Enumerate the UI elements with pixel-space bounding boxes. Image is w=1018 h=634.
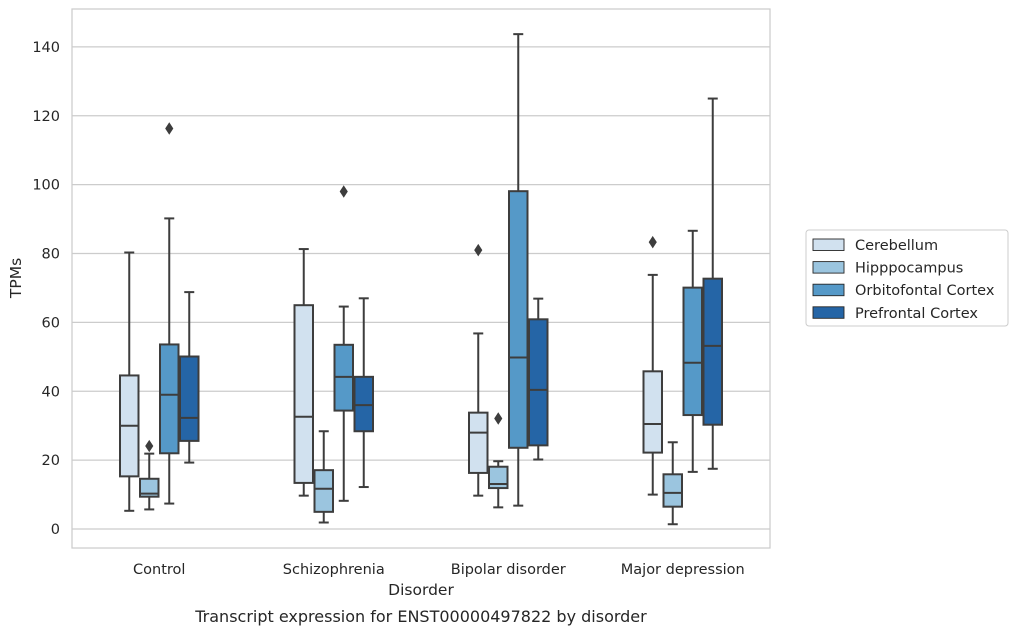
y-tick-label-140: 140 bbox=[32, 40, 60, 56]
iqr-box bbox=[702, 277, 723, 426]
box-hipppocampus-bipolar-disorder bbox=[488, 412, 509, 509]
legend-label: Cerebellum bbox=[855, 238, 938, 254]
box-cerebellum-schizophrenia bbox=[293, 248, 314, 497]
legend-swatch bbox=[812, 261, 845, 274]
y-tick-label-20: 20 bbox=[42, 453, 60, 469]
box-orbitofontal-cortex-schizophrenia bbox=[333, 185, 354, 502]
box-orbitofontal-cortex-bipolar-disorder bbox=[508, 33, 529, 507]
iqr-box bbox=[179, 355, 200, 442]
legend-swatch bbox=[812, 283, 845, 297]
outlier-point bbox=[474, 243, 483, 257]
x-axis-title: Disorder bbox=[388, 581, 454, 599]
x-tick-label-major-depression: Major depression bbox=[621, 562, 745, 578]
y-tick-label-0: 0 bbox=[51, 522, 60, 538]
y-tick-label-80: 80 bbox=[42, 247, 60, 263]
legend-label: Prefrontal Cortex bbox=[855, 306, 978, 322]
box-prefrontal-cortex-control bbox=[179, 291, 200, 464]
iqr-box bbox=[468, 411, 489, 474]
box-orbitofontal-cortex-control bbox=[159, 122, 180, 505]
legend-label: Orbitofontal Cortex bbox=[855, 283, 995, 299]
legend-item-cerebellum: Cerebellum bbox=[812, 238, 938, 254]
box-prefrontal-cortex-major-depression bbox=[702, 97, 723, 470]
y-tick-label-40: 40 bbox=[42, 384, 60, 400]
box-orbitofontal-cortex-major-depression bbox=[682, 229, 703, 473]
iqr-box bbox=[662, 473, 683, 508]
iqr-box bbox=[682, 286, 703, 417]
x-tick-label-bipolar-disorder: Bipolar disorder bbox=[451, 562, 566, 578]
outlier-point bbox=[494, 412, 503, 425]
legend-swatch bbox=[812, 306, 845, 319]
outlier-point bbox=[648, 235, 657, 249]
legend-label: Hipppocampus bbox=[855, 261, 963, 277]
iqr-box bbox=[139, 477, 160, 498]
iqr-box bbox=[293, 304, 314, 484]
figure-caption: Transcript expression for ENST0000049782… bbox=[194, 607, 647, 626]
y-tick-label-120: 120 bbox=[32, 109, 60, 125]
iqr-box bbox=[508, 190, 529, 449]
legend-item-orbitofontal-cortex: Orbitofontal Cortex bbox=[812, 283, 995, 299]
y-axis-title: TPMs bbox=[7, 258, 25, 299]
boxes bbox=[119, 33, 723, 526]
box-prefrontal-cortex-schizophrenia bbox=[353, 297, 374, 489]
x-tick-label-control: Control bbox=[133, 562, 185, 578]
box-hipppocampus-control bbox=[139, 439, 160, 511]
box-hipppocampus-schizophrenia bbox=[313, 430, 334, 524]
iqr-box bbox=[313, 469, 334, 513]
iqr-box bbox=[488, 465, 509, 490]
legend: Cerebellum Hipppocampus Orbitofontal Corte… bbox=[805, 229, 1009, 327]
y-tick-label-60: 60 bbox=[42, 315, 60, 331]
legend-frame bbox=[805, 229, 1009, 327]
legend-item-prefrontal-cortex: Prefrontal Cortex bbox=[812, 306, 978, 322]
gridlines bbox=[72, 46, 770, 530]
y-axis-ticks: 0 20 40 60 80 100 120 140 bbox=[32, 40, 60, 538]
box-hipppocampus-major-depression bbox=[662, 441, 683, 526]
legend-item-hipppocampus: Hipppocampus bbox=[812, 261, 963, 277]
iqr-box bbox=[528, 318, 549, 447]
outlier-point bbox=[165, 122, 174, 135]
box-cerebellum-major-depression bbox=[642, 235, 663, 496]
y-tick-label-100: 100 bbox=[32, 178, 60, 194]
box-cerebellum-bipolar-disorder bbox=[468, 243, 489, 497]
x-tick-label-schizophrenia: Schizophrenia bbox=[283, 562, 385, 578]
x-axis-ticks: Control Schizophrenia Bipolar disorder Majo… bbox=[133, 562, 745, 578]
iqr-box bbox=[353, 375, 374, 433]
iqr-box bbox=[159, 343, 180, 455]
outlier-point bbox=[145, 439, 154, 453]
plot-area-frame bbox=[71, 8, 771, 549]
iqr-box bbox=[642, 370, 663, 454]
box-prefrontal-cortex-bipolar-disorder bbox=[528, 297, 549, 461]
legend-swatch bbox=[812, 238, 845, 251]
outlier-point bbox=[339, 185, 348, 198]
box-cerebellum-control bbox=[119, 251, 140, 512]
